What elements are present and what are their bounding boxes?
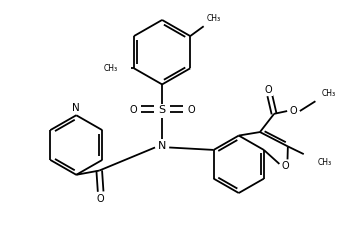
Text: O: O	[290, 106, 297, 116]
Text: CH₃: CH₃	[206, 14, 221, 24]
Text: O: O	[282, 161, 289, 171]
Text: O: O	[187, 105, 195, 115]
Text: O: O	[97, 194, 104, 204]
Text: O: O	[265, 85, 273, 95]
Text: CH₃: CH₃	[103, 64, 117, 73]
Text: CH₃: CH₃	[317, 158, 331, 167]
Text: S: S	[158, 105, 166, 115]
Text: O: O	[129, 105, 137, 115]
Text: CH₃: CH₃	[322, 89, 336, 98]
Text: N: N	[158, 141, 166, 151]
Text: N: N	[72, 103, 80, 114]
